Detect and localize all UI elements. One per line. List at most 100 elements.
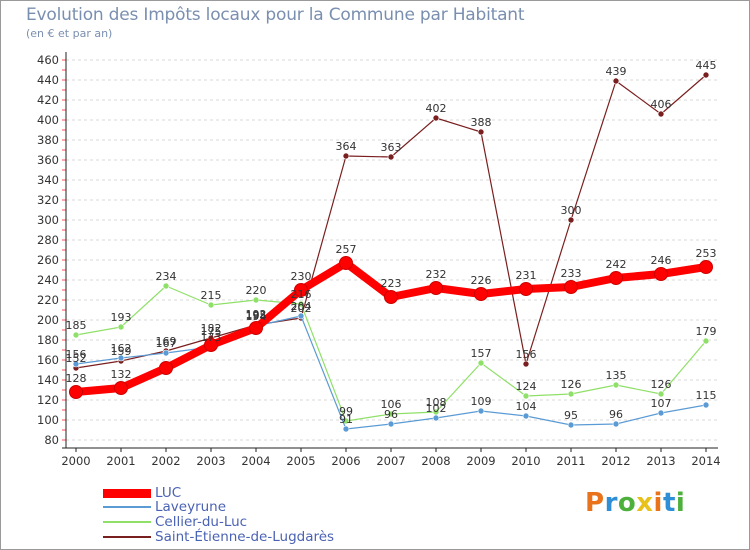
logo-letter: i [653, 488, 663, 518]
y-tick-label: 380 [37, 133, 59, 147]
data-point [294, 283, 308, 297]
data-point [72, 331, 80, 339]
data-point [387, 153, 395, 161]
data-label: 107 [651, 397, 672, 410]
data-label: 234 [156, 270, 177, 283]
legend-swatch-laveyrune [103, 506, 151, 508]
data-label: 96 [384, 408, 398, 421]
data-label: 226 [471, 274, 492, 287]
data-label: 439 [606, 65, 627, 78]
legend-label-saint-etienne: Saint-Étienne-de-Lugdarès [155, 529, 335, 545]
data-point [339, 256, 353, 270]
data-point [564, 280, 578, 294]
x-tick-label: 2003 [196, 454, 225, 468]
data-point [657, 409, 665, 417]
data-point [387, 410, 395, 418]
data-label: 195 [246, 309, 267, 322]
data-label: 128 [66, 372, 87, 385]
x-tick-label: 2005 [286, 454, 315, 468]
data-point [342, 152, 350, 160]
data-label: 233 [561, 267, 582, 280]
data-label: 192 [246, 308, 267, 321]
y-tick-label: 260 [37, 253, 59, 267]
data-label: 253 [696, 247, 717, 260]
data-label: 230 [291, 270, 312, 283]
data-label: 388 [471, 116, 492, 129]
y-tick-label: 240 [37, 273, 59, 287]
data-point [159, 361, 173, 375]
y-tick-label: 80 [44, 433, 59, 447]
data-point [297, 312, 305, 320]
data-label: 126 [651, 378, 672, 391]
y-tick-label: 120 [37, 393, 59, 407]
data-label: 242 [606, 258, 627, 271]
data-label: 115 [696, 389, 717, 402]
data-label: 216 [291, 288, 312, 301]
data-point [477, 128, 485, 136]
data-label: 215 [201, 289, 222, 302]
data-label: 300 [561, 204, 582, 217]
x-tick-label: 2012 [601, 454, 630, 468]
data-point [612, 77, 620, 85]
data-point [477, 359, 485, 367]
data-point [117, 354, 125, 362]
x-tick-label: 2007 [376, 454, 405, 468]
data-point [474, 287, 488, 301]
data-point [384, 290, 398, 304]
data-point [699, 260, 713, 274]
data-label: 96 [609, 408, 623, 421]
x-tick-label: 2002 [151, 454, 180, 468]
legend-label-laveyrune: Laveyrune [155, 499, 227, 515]
data-point [657, 110, 665, 118]
data-label: 162 [111, 342, 132, 355]
y-tick-label: 400 [37, 113, 59, 127]
y-tick-label: 440 [37, 73, 59, 87]
data-label: 185 [66, 319, 87, 332]
y-tick-label: 340 [37, 173, 59, 187]
data-point [207, 301, 215, 309]
data-label: 132 [111, 368, 132, 381]
data-label: 364 [336, 140, 357, 153]
data-label: 179 [696, 325, 717, 338]
data-point [522, 412, 530, 420]
legend-swatch-cellier [103, 521, 151, 523]
data-point [114, 381, 128, 395]
data-point [567, 216, 575, 224]
data-label: 156 [66, 348, 87, 361]
data-point [69, 385, 83, 399]
data-point [702, 401, 710, 409]
data-point [162, 282, 170, 290]
x-tick-label: 2014 [691, 454, 720, 468]
y-tick-label: 220 [37, 293, 59, 307]
chart-subtitle: (en € et par an) [26, 27, 113, 40]
data-label: 102 [426, 402, 447, 415]
data-point [522, 392, 530, 400]
data-label: 126 [561, 378, 582, 391]
data-label: 159 [111, 345, 132, 358]
data-point [609, 271, 623, 285]
data-point [612, 381, 620, 389]
data-label: 223 [381, 277, 402, 290]
x-tick-label: 2006 [331, 454, 360, 468]
legend-item-saint-etienne: Saint-Étienne-de-Lugdarès [103, 530, 334, 544]
y-tick-label: 140 [37, 373, 59, 387]
data-label: 257 [336, 243, 357, 256]
x-tick-label: 2013 [646, 454, 675, 468]
data-label: 193 [111, 311, 132, 324]
logo-letter: x [636, 488, 654, 518]
legend-swatch-saint-etienne [103, 536, 151, 538]
data-label: 182 [201, 322, 222, 335]
x-tick-label: 2010 [511, 454, 540, 468]
data-label: 220 [246, 284, 267, 297]
y-tick-label: 100 [37, 413, 59, 427]
y-tick-label: 320 [37, 193, 59, 207]
legend-item-cellier: Cellier-du-Luc [103, 515, 247, 529]
data-label: 173 [201, 331, 222, 344]
data-label: 169 [156, 335, 177, 348]
data-label: 175 [201, 325, 222, 338]
data-label: 91 [339, 413, 353, 426]
data-point [204, 338, 218, 352]
data-label: 156 [516, 348, 537, 361]
data-label: 445 [696, 59, 717, 72]
legend-label-luc: LUC [155, 485, 182, 501]
